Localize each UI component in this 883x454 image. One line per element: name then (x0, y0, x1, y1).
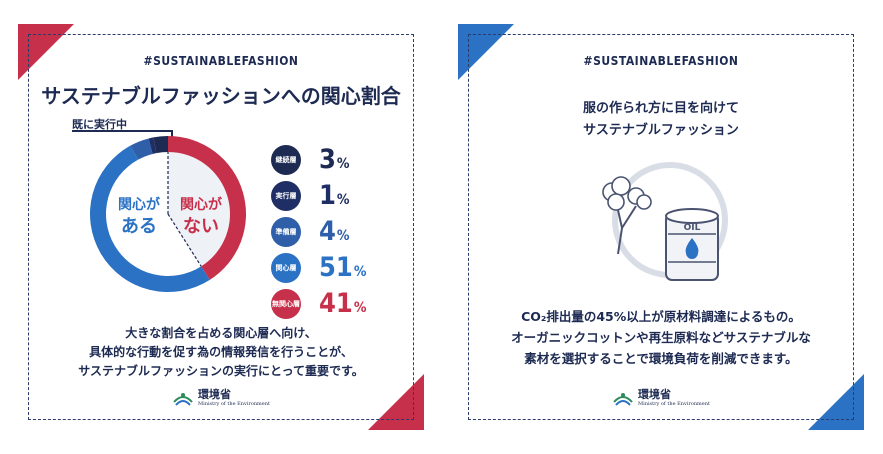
legend-value-number: 3 (319, 144, 336, 175)
nocare-sector-fill (168, 152, 230, 267)
legend-value-number: 51 (319, 252, 353, 283)
cotton-and-oil-illustration: OIL (602, 162, 728, 281)
donut-slice-4 (168, 136, 246, 280)
ministry-emblem-icon (613, 392, 633, 406)
legend-value-number: 1 (319, 180, 336, 211)
legend-value: 1% (319, 178, 350, 218)
legend-row: 継続層 3% (271, 142, 391, 178)
ministry-name-en: Ministry of the Environment (198, 401, 270, 407)
legend-row: 準備層 4% (271, 214, 391, 250)
ministry-name-ja: 環境省 (198, 388, 231, 401)
legend-row: 関心層 51% (271, 250, 391, 286)
co2-card: #SUSTAINABLEFASHION 服の作られ方に目を向けて サステナブルフ… (458, 24, 864, 430)
legend-value-number: 4 (319, 216, 336, 247)
description-line: 具体的な行動を促す為の情報発信を行うことが、 (89, 345, 353, 359)
card-title-line: サステナブルファッション (583, 123, 739, 138)
legend-badge: 実行層 (271, 181, 301, 211)
donut-slice-3 (89, 145, 210, 293)
description-line: CO₂排出量の45%以上が原材料調達によるもの。 (521, 309, 801, 324)
nocare-label: 関心が ない (180, 194, 222, 238)
dashed-frame (468, 34, 854, 420)
corner-accent-bottom-right (368, 374, 424, 430)
donut-slice-2 (130, 138, 153, 160)
care-label: 関心が ある (118, 194, 160, 238)
donut-slice-1 (148, 137, 157, 154)
ministry-logo: 環境省 Ministry of the Environment (458, 389, 864, 408)
description: 大きな割合を占める関心層へ向け、 具体的な行動を促す為の情報発信を行うことが、 … (18, 324, 424, 381)
care-label-line1: 関心が (118, 197, 160, 213)
description-line: 大きな割合を占める関心層へ向け、 (125, 326, 317, 340)
description-line: オーガニックコットンや再生原料などサステナブルな (511, 330, 811, 345)
ministry-logo: 環境省 Ministry of the Environment (18, 389, 424, 408)
nocare-label-line1: 関心が (180, 197, 222, 213)
legend-badge: 無関心層 (271, 289, 301, 319)
care-label-line2: ある (121, 216, 157, 237)
legend-row: 実行層 1% (271, 178, 391, 214)
donut-svg (89, 136, 246, 293)
description-line: 素材を選択することで環境負荷を削減できます。 (524, 351, 798, 366)
dashed-frame (28, 34, 414, 420)
oil-drop-icon (685, 238, 699, 259)
legend-value-number: 41 (319, 288, 353, 319)
interest-card: #SUSTAINABLEFASHION サステナブルファッションへの関心割合 既… (18, 24, 424, 430)
legend-value: 51% (319, 250, 366, 290)
donut-chart: 関心が ある 関心が ない (88, 134, 248, 294)
ministry-name-en: Ministry of the Environment (638, 401, 710, 407)
already-leader-line (72, 130, 172, 132)
oil-barrel-icon: OIL (665, 208, 719, 281)
hashtag: #SUSTAINABLEFASHION (583, 54, 739, 68)
description: CO₂排出量の45%以上が原材料調達によるもの。 オーガニックコットンや再生原料… (458, 306, 864, 369)
card-title-line: 服の作られ方に目を向けて (582, 101, 739, 116)
donut-slice-0 (153, 136, 168, 154)
corner-accent-top-left (18, 24, 74, 80)
chart-title: サステナブルファッションへの関心割合 (41, 84, 401, 108)
legend-value: 3% (319, 142, 350, 182)
chart-legend: 継続層 3% 実行層 1% 準備層 4% 関心層 51% 無関心層 41% (271, 142, 391, 322)
legend-row: 無関心層 41% (271, 286, 391, 322)
legend-badge: 継続層 (271, 145, 301, 175)
ministry-name-ja: 環境省 (638, 388, 671, 401)
legend-value-unit: % (336, 228, 350, 244)
card-title: 服の作られ方に目を向けて サステナブルファッション (458, 98, 864, 142)
legend-value: 41% (319, 286, 366, 326)
legend-value-unit: % (336, 192, 350, 208)
description-line: サステナブルファッションの実行にとって重要です。 (78, 364, 364, 378)
legend-value-unit: % (353, 264, 367, 280)
already-label: 既に実行中 (72, 118, 127, 131)
cotton-plant-icon (602, 176, 652, 255)
legend-badge: 準備層 (271, 217, 301, 247)
legend-value: 4% (319, 214, 350, 254)
donut-divider-line (167, 213, 202, 267)
hashtag: #SUSTAINABLEFASHION (143, 54, 299, 68)
nocare-label-line2: ない (183, 216, 219, 237)
ministry-emblem-icon (173, 392, 193, 406)
already-leader-tick (171, 130, 173, 140)
corner-accent-top-left (458, 24, 514, 80)
legend-value-unit: % (353, 300, 367, 316)
corner-accent-bottom-right (808, 374, 864, 430)
oil-label: OIL (684, 223, 701, 233)
legend-value-unit: % (336, 156, 350, 172)
legend-badge: 関心層 (271, 253, 301, 283)
